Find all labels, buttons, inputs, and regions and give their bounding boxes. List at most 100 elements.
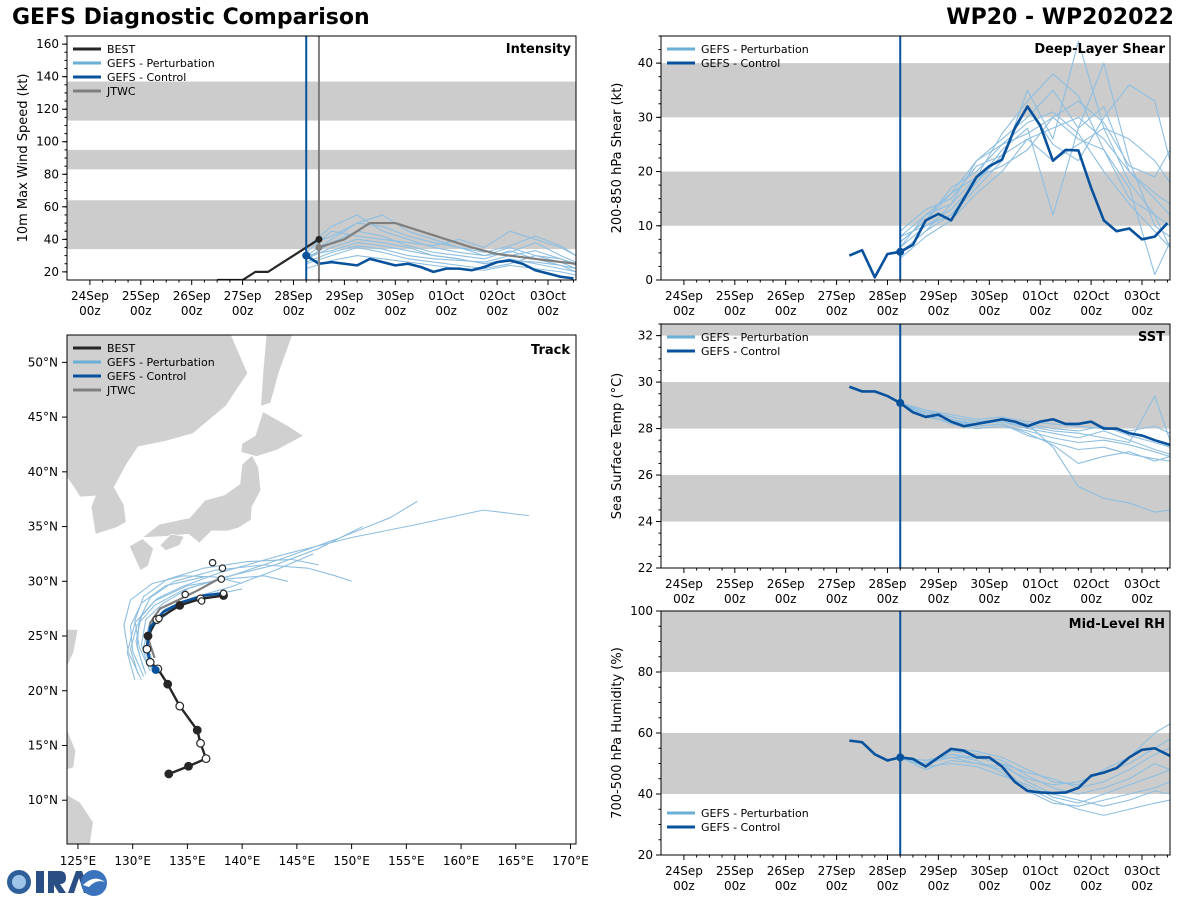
rh-panel-title: Mid-Level RH (1069, 617, 1165, 632)
track-best-marker (142, 644, 152, 654)
intensity-xtick-day: 26Sep (173, 289, 211, 303)
rh-legend-label: GEFS - Perturbation (701, 807, 809, 820)
luzon-island-land (67, 728, 77, 770)
track-xtick-label: 170°E (552, 854, 589, 868)
track-jtwc-marker (197, 597, 206, 605)
sst-perturbation-line (900, 402, 1170, 448)
sst-ytick-label: 24 (638, 515, 653, 529)
track-jtwc-marker (181, 590, 190, 599)
rh-ytick-label: 60 (638, 726, 653, 740)
intensity-shaded-band (67, 149, 576, 170)
mindanao-island-land (67, 794, 94, 844)
sst-xtick-day: 25Sep (716, 577, 754, 591)
track-xtick-label: 145°E (279, 854, 316, 868)
track-best-marker (175, 600, 185, 610)
shear-ytick-label: 0 (645, 273, 653, 287)
intensity-shaded-band (67, 200, 576, 250)
shear-ytick-label: 40 (638, 56, 653, 70)
shear-ytick-label: 30 (638, 110, 653, 124)
rh-xtick-day: 24Sep (665, 864, 703, 878)
shear-shaded-band (661, 171, 1170, 226)
sst-xtick-day: 29Sep (919, 577, 957, 591)
shear-xtick-day: 02Oct (1073, 289, 1109, 303)
intensity-xtick-day: 25Sep (122, 289, 160, 303)
track-ytick-label: 20°N (28, 684, 58, 698)
intensity-best-line (217, 238, 320, 280)
track-ytick-label: 50°N (28, 355, 58, 369)
sst-ytick-label: 30 (638, 375, 653, 389)
rh-xtick-hour: 00z (1029, 879, 1051, 893)
rh-xtick-hour: 00z (673, 879, 695, 893)
rh-xtick-day: 29Sep (919, 864, 957, 878)
rh-xtick-hour: 00z (724, 879, 746, 893)
track-xtick-label: 130°E (114, 854, 151, 868)
shear-perturbation-line (899, 111, 1170, 254)
intensity-ytick-label: 60 (44, 200, 59, 214)
sst-xtick-hour: 00z (979, 592, 1001, 606)
track-perturbation-line (129, 526, 363, 675)
sst-xtick-day: 02Oct (1073, 577, 1109, 591)
intensity-xtick-hour: 00z (537, 304, 559, 318)
rh-panel: 2040608010024Sep00z25Sep00z26Sep00z27Sep… (610, 604, 1171, 893)
sst-legend-label: GEFS - Control (701, 345, 780, 358)
track-xtick-label: 140°E (224, 854, 261, 868)
shear-xtick-day: 27Sep (818, 289, 856, 303)
rh-xtick-day: 30Sep (970, 864, 1008, 878)
intensity-ylabel: 10m Max Wind Speed (kt) (16, 74, 31, 243)
rh-xtick-hour: 00z (775, 879, 797, 893)
track-best-marker (164, 769, 174, 779)
intensity-xtick-hour: 00z (435, 304, 457, 318)
shear-xtick-hour: 00z (1080, 304, 1102, 318)
shear-xtick-day: 26Sep (767, 289, 805, 303)
track-control-marker (151, 665, 160, 674)
shear-xtick-hour: 00z (1029, 304, 1051, 318)
sst-ylabel: Sea Surface Temp (°C) (610, 373, 625, 520)
shear-xtick-day: 24Sep (665, 289, 703, 303)
intensity-xtick-hour: 00z (232, 304, 254, 318)
shear-xtick-day: 30Sep (970, 289, 1008, 303)
sst-xtick-hour: 00z (826, 592, 848, 606)
shear-perturbation-line (899, 73, 1170, 248)
rh-xtick-hour: 00z (979, 879, 1001, 893)
sst-xtick-day: 28Sep (869, 577, 907, 591)
rh-xtick-day: 28Sep (869, 864, 907, 878)
sst-xtick-day: 26Sep (767, 577, 805, 591)
track-ytick-label: 15°N (28, 738, 58, 752)
track-ytick-label: 40°N (28, 465, 58, 479)
shear-xtick-day: 03Oct (1124, 289, 1160, 303)
track-ytick-label: 45°N (28, 410, 58, 424)
track-jtwc-marker (208, 558, 217, 567)
shear-xtick-hour: 00z (826, 304, 848, 318)
rh-ytick-label: 80 (638, 665, 653, 679)
shear-shaded-band (661, 63, 1170, 118)
shear-perturbation-line (899, 100, 1170, 243)
rh-xtick-day: 02Oct (1073, 864, 1109, 878)
rh-ytick-label: 40 (638, 787, 653, 801)
track-best-marker (201, 754, 211, 764)
sst-ytick-label: 28 (638, 422, 653, 436)
rh-legend-label: GEFS - Control (701, 821, 780, 834)
intensity-xtick-hour: 00z (79, 304, 101, 318)
sst-xtick-hour: 00z (1131, 592, 1153, 606)
intensity-plot-area (67, 36, 576, 280)
intensity-ytick-label: 160 (36, 37, 59, 51)
track-panel-title: Track (531, 343, 570, 358)
rh-xtick-day: 25Sep (716, 864, 754, 878)
intensity-xtick-day: 02Oct (479, 289, 515, 303)
track-perturbation-line (134, 558, 319, 672)
rh-ylabel: 700-500 hPa Humidity (%) (610, 647, 625, 819)
shear-xtick-hour: 00z (928, 304, 950, 318)
cira-logo (7, 870, 107, 896)
rh-xtick-day: 01Oct (1022, 864, 1058, 878)
sst-xtick-hour: 00z (877, 592, 899, 606)
taiwan-island-land (67, 629, 79, 667)
track-best-marker (145, 657, 155, 667)
intensity-xtick-day: 01Oct (428, 289, 464, 303)
intensity-legend-label: BEST (107, 43, 135, 56)
rh-xtick-hour: 00z (1131, 879, 1153, 893)
rh-ytick-label: 20 (638, 848, 653, 862)
asian-mainland-land (67, 335, 248, 535)
shear-xtick-day: 29Sep (919, 289, 957, 303)
track-panel: 10°N 15°N 20°N 25°N 30°N 35°N 40°N 45°N 50°N 125°… (28, 334, 589, 868)
